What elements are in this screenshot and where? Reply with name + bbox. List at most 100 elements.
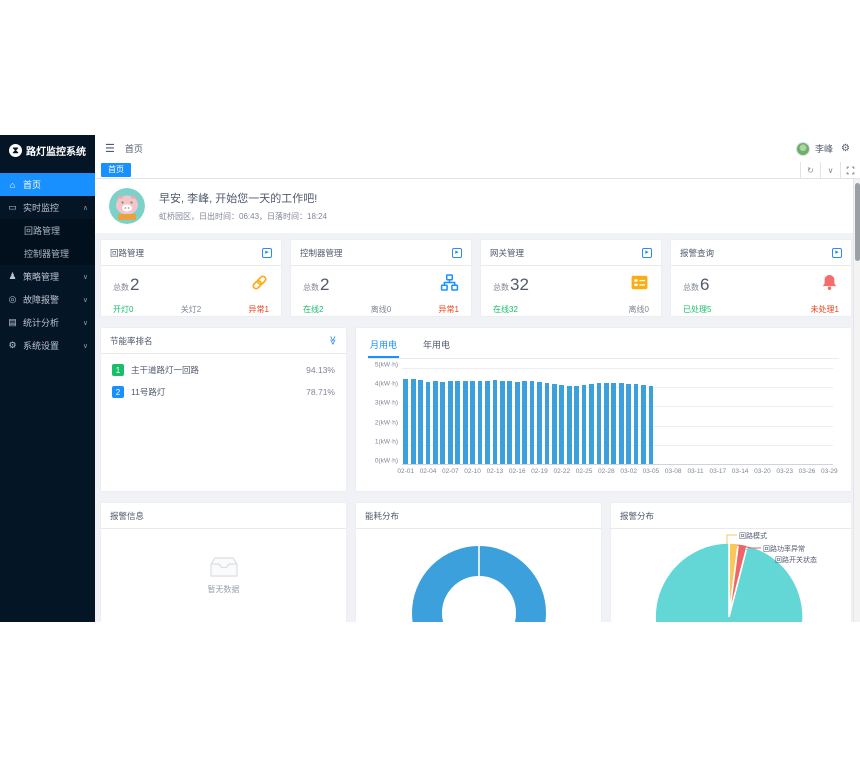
- chevron-up-icon: ∧: [82, 204, 88, 212]
- sidebar-item-circuit-management[interactable]: 回路管理: [24, 226, 61, 236]
- bar-chart-x-axis: 02-01 02-04 02-07 02-10 02-13 02-16 02-19 02-22…: [397, 468, 838, 475]
- total-value: 2: [130, 275, 140, 294]
- sidebar-item-fault-alarm[interactable]: ◎ 故障报警 ∨: [8, 294, 88, 305]
- total-value: 2: [320, 275, 330, 294]
- app-window: ⧗ 路灯监控系统 ⌂ 首页 ▭ 实时监控 ∧ 回路管理: [0, 135, 860, 622]
- settings-icon: ⚙: [8, 340, 17, 350]
- stat-online: 在线32: [493, 305, 518, 314]
- card-more-icon[interactable]: ▸: [262, 247, 272, 258]
- bottom-row: 报警信息 暂无数据 能耗分布: [100, 502, 852, 622]
- tab-bar: 首页 ↻ ∨: [95, 162, 860, 179]
- stats-icon: ▤: [8, 317, 17, 327]
- ranking-item: 1 主干道路灯一回路 94.13%: [101, 354, 346, 376]
- total-value: 32: [510, 275, 529, 294]
- content: 早安, 李峰, 开始您一天的工作吧! 虹桥园区，日出时间：06:43，日落时间：…: [95, 179, 860, 622]
- total-label: 总数: [113, 283, 129, 292]
- tab-yearly-usage[interactable]: 年用电: [423, 340, 451, 350]
- stat-offline: 离线0: [628, 305, 649, 314]
- monitor-icon: ▭: [8, 202, 17, 212]
- stat-offline: 离线0: [370, 305, 392, 314]
- alarm-distribution-panel: 报警分布 回路模式 回路功率异常 回路开关状态: [610, 502, 852, 622]
- svg-text:回路模式: 回路模式: [739, 531, 767, 540]
- sidebar-item-system-settings[interactable]: ⚙ 系统设置 ∨: [8, 340, 88, 351]
- ranking-name: 主干道路灯一回路: [131, 365, 200, 375]
- sidebar-item-realtime-monitor[interactable]: ▭ 实时监控 ∧: [8, 202, 88, 213]
- stat-abnormal: 异常1: [248, 305, 269, 314]
- ranking-value: 94.13%: [306, 365, 335, 375]
- stat-card-alarm: 报警查询 ▸ 总数6: [670, 239, 852, 317]
- stat-unhandled: 未处理1: [810, 305, 839, 314]
- greeting-subtitle: 虹桥园区，日出时间：06:43，日落时间：18:24: [159, 212, 328, 221]
- sidebar-item-home[interactable]: ⌂ 首页: [0, 173, 95, 196]
- tab-monthly-usage[interactable]: 月用电: [368, 334, 400, 358]
- card-title: 网关管理: [490, 247, 525, 258]
- rank-badge: 1: [112, 364, 124, 376]
- total-label: 总数: [303, 283, 319, 292]
- breadcrumb: 首页: [124, 144, 143, 154]
- ranking-item: 2 11号路灯 78.71%: [101, 376, 346, 398]
- stat-cards-row: 回路管理 ▸ 总数2: [100, 239, 852, 317]
- total-label: 总数: [683, 283, 699, 292]
- sidebar-item-controller-management[interactable]: 控制器管理: [24, 249, 70, 259]
- main-area: ☰ 首页 李峰 ⚙ 首页 ↻ ∨: [95, 135, 860, 622]
- card-title: 报警查询: [680, 247, 715, 258]
- sidebar-submenu: 回路管理 控制器管理: [0, 219, 95, 265]
- stat-handled: 已处理5: [683, 305, 712, 314]
- logo-icon: ⧗: [9, 143, 22, 157]
- inbox-icon: [209, 556, 238, 577]
- gear-icon[interactable]: ⚙: [841, 143, 850, 154]
- sidebar-item-statistics[interactable]: ▤ 统计分析 ∨: [8, 317, 88, 328]
- chevron-down-icon[interactable]: ∨: [820, 162, 840, 178]
- home-icon: ⌂: [9, 179, 16, 190]
- energy-distribution-panel: 能耗分布: [355, 502, 602, 622]
- panel-title: 能耗分布: [365, 510, 400, 521]
- donut-chart: [356, 529, 601, 622]
- user-name[interactable]: 李峰: [815, 144, 834, 154]
- tab-home[interactable]: 首页: [101, 163, 131, 177]
- app-title: 路灯监控系统: [26, 146, 86, 158]
- link-icon: [250, 273, 269, 297]
- sidebar-menu: ⌂ 首页 ▭ 实时监控 ∧ 回路管理 控制器管理 ♟: [0, 173, 95, 357]
- empty-state: 暂无数据: [101, 529, 346, 621]
- ranking-name: 11号路灯: [131, 387, 166, 397]
- panel-title: 报警信息: [110, 510, 145, 521]
- stat-online: 在线2: [303, 305, 324, 314]
- greeting-banner: 早安, 李峰, 开始您一天的工作吧! 虹桥园区，日出时间：06:43，日落时间：…: [95, 179, 860, 233]
- svg-text:回路开关状态: 回路开关状态: [775, 555, 817, 564]
- gateway-icon: [630, 273, 649, 297]
- strategy-icon: ♟: [8, 271, 17, 281]
- pie-chart: 回路模式回路功率异常回路开关状态: [611, 529, 851, 622]
- bell-icon: [820, 273, 839, 297]
- chevron-down-icon: ∨: [82, 319, 88, 327]
- svg-text:回路功率异常: 回路功率异常: [763, 544, 805, 553]
- card-more-icon[interactable]: ▸: [642, 247, 652, 258]
- fullscreen-icon[interactable]: [840, 162, 860, 178]
- controller-icon: [440, 273, 459, 297]
- menu-fold-icon[interactable]: ☰: [105, 143, 115, 155]
- top-header: ☰ 首页 李峰 ⚙: [95, 135, 860, 162]
- double-chevron-down-icon[interactable]: ≫: [327, 335, 338, 346]
- card-more-icon[interactable]: ▸: [452, 247, 462, 258]
- card-more-icon[interactable]: ▸: [832, 247, 842, 258]
- middle-row: 节能率排名 ≫ 1 主干道路灯一回路 94.13% 2: [100, 327, 852, 492]
- energy-chart-tabs: 月用电 年用电: [368, 334, 839, 359]
- chevron-down-icon: ∨: [82, 342, 88, 350]
- stat-card-gateway: 网关管理 ▸ 总数32: [480, 239, 662, 317]
- card-title: 回路管理: [110, 247, 145, 258]
- bar-chart: 0(kW·h) 1(kW·h) 2(kW·h) 3(kW·h) 4(kW·h) 5(kW·…: [375, 362, 833, 465]
- sidebar-item-strategy-management[interactable]: ♟ 策略管理 ∨: [8, 271, 88, 282]
- stat-off: 关灯2: [180, 305, 202, 314]
- scrollbar-track: [853, 179, 860, 622]
- stat-card-circuit: 回路管理 ▸ 总数2: [100, 239, 282, 317]
- energy-usage-panel: 月用电 年用电 0(kW·h) 1(kW·h) 2(kW·h) 3(kW·h) 4(kW…: [355, 327, 852, 492]
- stat-card-controller: 控制器管理 ▸ 总数2: [290, 239, 472, 317]
- user-avatar[interactable]: [796, 141, 811, 156]
- scrollbar-thumb[interactable]: [855, 183, 860, 261]
- stat-on: 开灯0: [113, 305, 134, 314]
- ranking-value: 78.71%: [306, 387, 335, 397]
- fault-icon: ◎: [8, 294, 17, 304]
- refresh-icon[interactable]: ↻: [800, 162, 820, 178]
- empty-text: 暂无数据: [207, 584, 240, 594]
- app-logo: ⧗ 路灯监控系统: [0, 135, 95, 165]
